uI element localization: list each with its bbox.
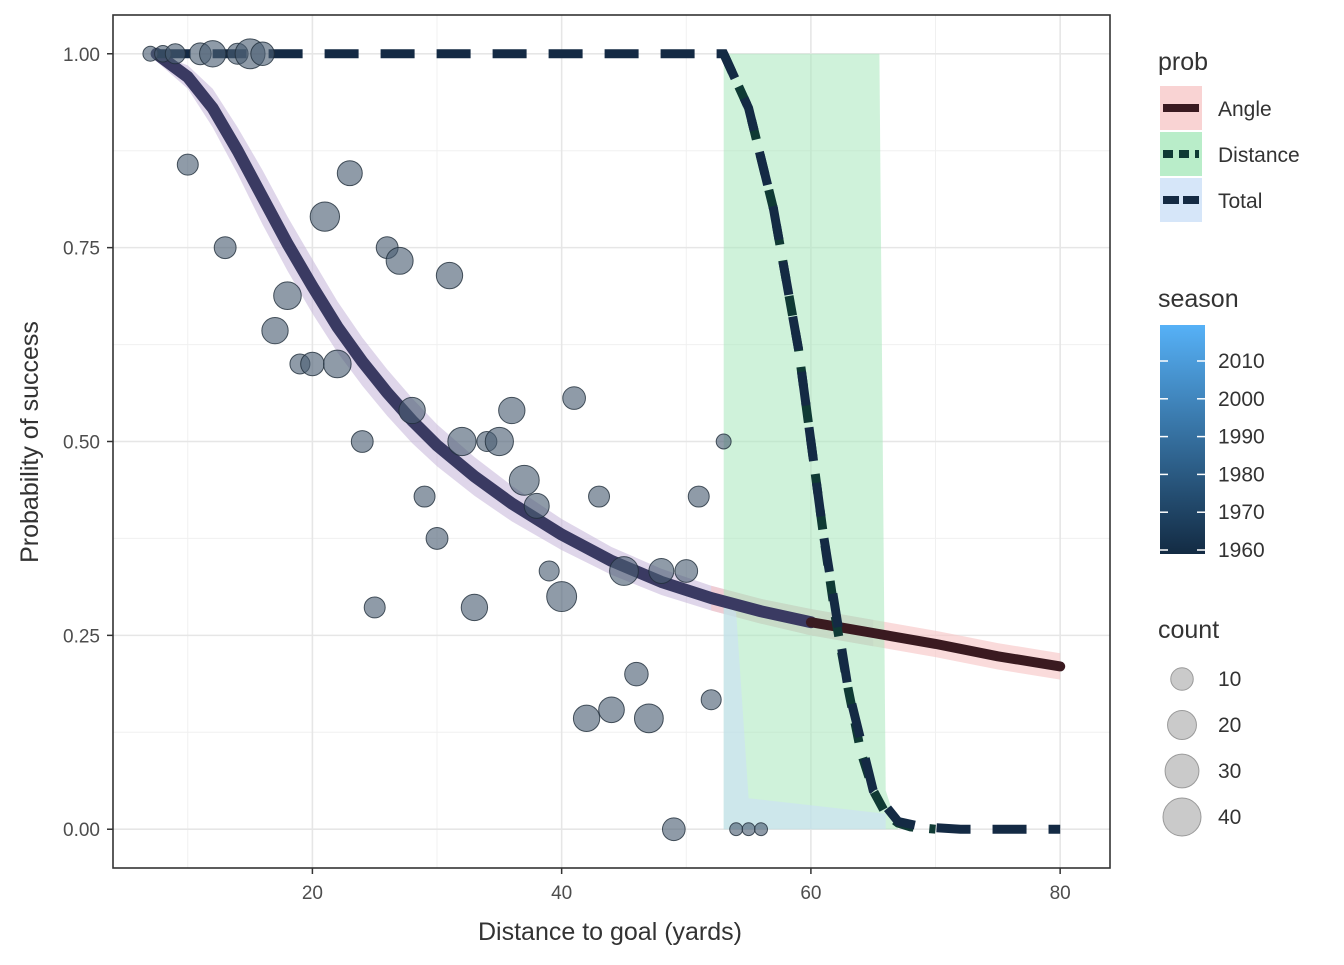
data-point [199,40,227,68]
data-point [300,351,325,377]
x-tick-label: 40 [551,883,572,904]
legend-count-label: 20 [1218,714,1241,737]
total-line [156,49,1061,834]
angle-line-tail [805,617,1066,672]
y-tick-label: 0.75 [63,239,100,260]
data-point [546,581,578,613]
data-point [176,153,199,176]
legend-count-key [1167,710,1197,740]
data-point [700,689,722,711]
data-point [715,433,732,450]
data-point [588,485,611,508]
data-point [754,822,768,837]
data-point [562,386,586,410]
colorbar-label: 1970 [1218,501,1265,524]
colorbar-label: 1980 [1218,463,1265,486]
legend-prob-title: prob [1158,48,1208,76]
data-point [484,426,514,457]
data-point [425,527,449,550]
y-tick-label: 0.50 [63,433,100,454]
x-tick-label: 80 [1050,883,1071,904]
data-point [363,596,386,619]
data-points [142,38,768,842]
data-point [633,703,664,734]
data-point [460,593,489,622]
data-point [213,236,237,260]
colorbar-label: 1960 [1218,539,1265,562]
data-point [648,558,675,584]
legend-count-title: count [1158,616,1219,644]
data-point [741,822,756,837]
colorbar-label: 2000 [1218,388,1265,411]
legend-prob-label: Angle [1218,98,1272,121]
data-point [572,704,601,733]
y-axis-ticks: 0.00 0.25 0.50 0.75 1.00 [63,45,113,841]
x-tick-label: 20 [302,883,323,904]
y-tick-label: 1.00 [63,45,100,66]
legend-count-label: 40 [1218,806,1241,829]
y-axis-label: Probability of success [16,321,44,563]
x-axis-ticks: 20 40 60 80 [302,868,1071,904]
legend-season-title: season [1158,285,1239,313]
data-point [385,246,414,275]
legend-count-keys: 10 20 30 40 [1162,667,1241,837]
data-point [164,43,186,65]
legend-count-label: 10 [1218,668,1241,691]
angle-band [156,53,874,647]
data-point [435,261,464,290]
data-point [538,560,560,582]
legend-prob-label: Total [1218,190,1262,213]
data-point [447,426,477,457]
colorbar [1160,325,1205,554]
x-axis-label: Distance to goal (yards) [478,918,742,946]
legend-prob-label: Distance [1218,144,1300,167]
data-point [523,492,550,519]
data-point [661,817,686,842]
y-tick-label: 0.00 [63,820,100,841]
x-tick-label: 60 [800,883,821,904]
data-point [609,556,639,586]
colorbar-label: 1990 [1218,426,1265,449]
data-point [674,559,699,583]
data-point [413,485,436,508]
data-point [273,281,302,311]
colorbar-label: 2010 [1218,350,1265,373]
y-tick-label: 0.25 [63,626,100,647]
data-point [498,396,526,425]
legend-season-colorbar: 2010 2000 1990 1980 1970 1960 [1160,325,1265,562]
data-point [624,661,649,687]
data-point [350,430,374,453]
legend-prob-keys: Angle Distance Total [1160,86,1300,222]
legend-count-key [1164,753,1200,789]
legend-count-key [1170,667,1194,691]
data-point [508,464,540,496]
data-point [598,696,625,724]
total-band [723,604,886,830]
legend-count-key [1162,797,1202,837]
data-point [398,396,426,425]
data-point [261,316,289,345]
data-point [250,41,275,67]
data-point [323,349,352,379]
legend-count-label: 30 [1218,760,1241,783]
data-point [687,485,710,508]
data-point [729,822,744,837]
data-point [309,201,341,232]
data-point [336,160,363,187]
